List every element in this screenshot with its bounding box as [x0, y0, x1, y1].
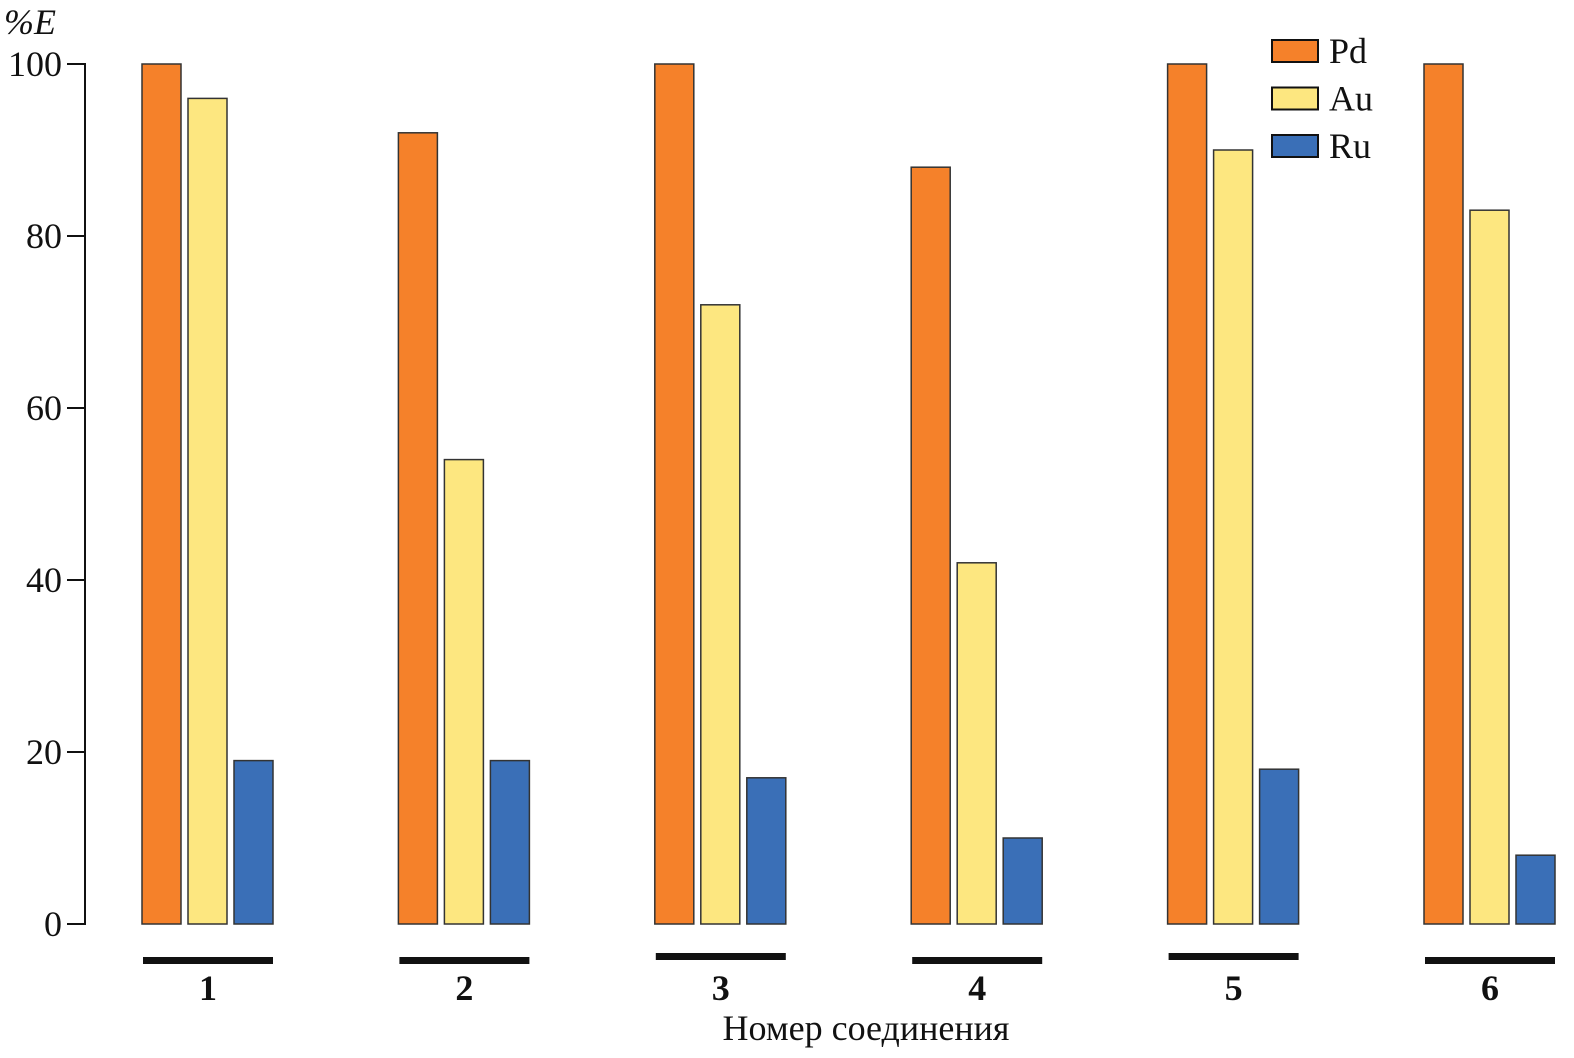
- y-tick-label: 100: [8, 44, 62, 84]
- legend-swatch-ru: [1271, 134, 1319, 158]
- bar-pd-4: [910, 166, 951, 925]
- legend-swatch-au: [1271, 86, 1319, 111]
- bar-ru-6: [1515, 854, 1556, 925]
- x-tick-label: 1: [199, 968, 217, 1008]
- y-tick-label: 60: [26, 388, 62, 428]
- bar-au-2: [443, 458, 485, 925]
- x-tick-label: 3: [712, 968, 730, 1008]
- y-axis-label: %E: [4, 2, 56, 42]
- group-underline: [912, 957, 1043, 964]
- bar-pd-5: [1166, 63, 1208, 925]
- bar-au-4: [956, 562, 997, 925]
- x-tick-label: 4: [968, 968, 986, 1008]
- group-underline: [399, 957, 530, 964]
- x-tick-label: 2: [455, 968, 473, 1008]
- bar-ru-3: [746, 777, 787, 925]
- bar-pd-1: [141, 63, 182, 925]
- legend-label-pd: Pd: [1329, 31, 1367, 71]
- bar-ru-4: [1002, 837, 1043, 925]
- legend-label-ru: Ru: [1329, 126, 1371, 166]
- y-tick-label: 80: [26, 216, 62, 256]
- bar-pd-6: [1423, 63, 1464, 925]
- y-tick-label: 0: [44, 904, 62, 944]
- bar-au-6: [1469, 209, 1510, 925]
- x-tick-label: 5: [1225, 968, 1243, 1008]
- bar-au-3: [700, 304, 741, 925]
- bar-au-1: [187, 97, 228, 925]
- legend-label-au: Au: [1329, 79, 1373, 119]
- group-underline: [655, 953, 786, 960]
- x-axis-label: Номер соединения: [723, 1008, 1010, 1048]
- x-tick-label: 6: [1481, 968, 1499, 1008]
- group-underline: [1168, 953, 1299, 960]
- bar-pd-2: [397, 132, 439, 925]
- bar-au-5: [1212, 149, 1254, 925]
- group-underline: [143, 957, 273, 964]
- legend-swatch-pd: [1271, 39, 1319, 63]
- bar-pd-3: [654, 63, 695, 925]
- y-tick-label: 20: [26, 732, 62, 772]
- group-underline: [1425, 957, 1555, 964]
- y-tick-label: 40: [26, 560, 62, 600]
- bar-ru-1: [233, 759, 274, 925]
- bar-ru-2: [489, 759, 531, 925]
- bar-ru-5: [1258, 768, 1300, 925]
